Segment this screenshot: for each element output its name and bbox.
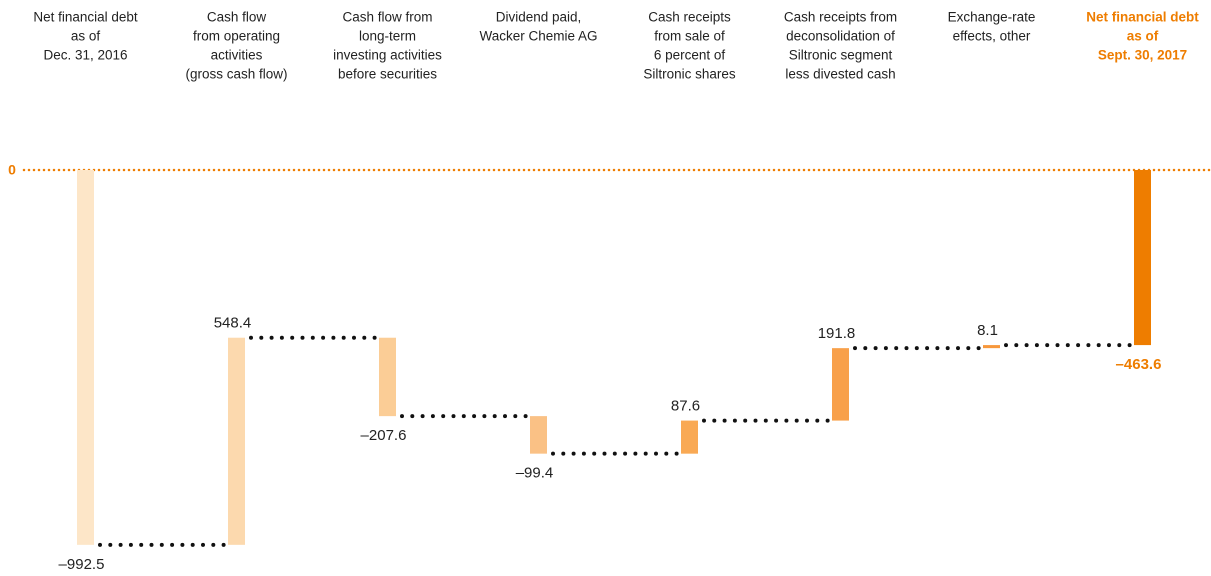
- x-category-label: Cash receipts: [648, 10, 731, 25]
- x-category-label: effects, other: [953, 29, 1031, 44]
- x-category-label: from operating: [193, 29, 280, 44]
- x-category-label: Exchange-rate: [948, 10, 1036, 25]
- x-category-label: less divested cash: [785, 67, 895, 82]
- value-label: –992.5: [59, 556, 105, 571]
- x-category-label: Wacker Chemie AG: [479, 29, 597, 44]
- x-category-label: 6 percent of: [654, 48, 726, 63]
- x-category-label: as of: [1127, 29, 1159, 44]
- bar: [832, 348, 849, 421]
- value-label: –207.6: [361, 427, 407, 444]
- x-category-label: activities: [211, 48, 263, 63]
- x-category-label: Siltronic segment: [789, 48, 893, 63]
- x-category-label: from sale of: [654, 29, 725, 44]
- x-category-label: deconsolidation of: [786, 29, 895, 44]
- value-label: 548.4: [214, 315, 252, 332]
- x-category-label: Dec. 31, 2016: [43, 48, 127, 63]
- x-category-label: Cash receipts from: [784, 10, 897, 25]
- x-category-label: Siltronic shares: [643, 67, 736, 82]
- x-category-label: long-term: [359, 29, 416, 44]
- bar: [228, 337, 245, 545]
- bar: [983, 345, 1000, 349]
- x-category-label: Cash flow: [207, 10, 267, 25]
- x-category-label: as of: [71, 29, 101, 44]
- value-label: –99.4: [516, 465, 554, 482]
- x-category-label: Sept. 30, 2017: [1098, 48, 1187, 63]
- x-category-label: before securities: [338, 67, 437, 82]
- x-category-label: (gross cash flow): [185, 67, 287, 82]
- value-label: 8.1: [977, 322, 998, 339]
- bar: [530, 416, 547, 454]
- bar: [1134, 170, 1151, 346]
- x-category-label: Cash flow from: [342, 10, 432, 25]
- bar: [77, 170, 94, 545]
- x-category-label: Dividend paid,: [496, 10, 582, 25]
- value-label: 87.6: [671, 398, 700, 415]
- bar: [379, 337, 396, 417]
- x-category-label: Net financial debt: [1086, 10, 1199, 25]
- y-tick-label: 0: [8, 162, 16, 178]
- x-category-label: Net financial debt: [33, 10, 138, 25]
- value-label: 191.8: [818, 325, 856, 342]
- bar: [681, 420, 698, 454]
- value-label: –463.6: [1116, 356, 1162, 373]
- x-category-label: investing activities: [333, 48, 442, 63]
